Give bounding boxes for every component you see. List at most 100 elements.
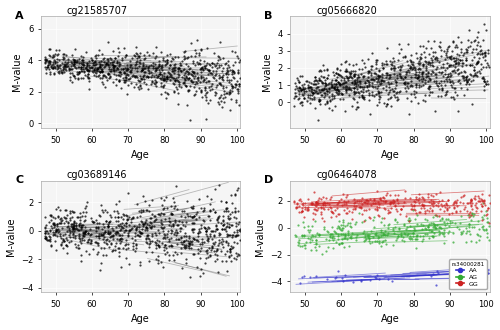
- Point: [474, 50, 482, 56]
- Point: [162, 95, 170, 100]
- Point: [88, 63, 96, 68]
- Point: [230, 214, 238, 220]
- Point: [155, 244, 163, 249]
- Point: [135, 59, 143, 64]
- Point: [416, 205, 424, 210]
- Point: [365, 236, 373, 241]
- Point: [94, 232, 102, 237]
- Point: [140, 208, 147, 213]
- Point: [155, 244, 163, 249]
- Point: [296, 243, 304, 248]
- Point: [108, 248, 116, 254]
- Point: [464, 212, 472, 217]
- Point: [160, 247, 168, 252]
- Point: [154, 68, 162, 73]
- Point: [310, 219, 318, 224]
- Point: [314, 205, 322, 210]
- Point: [110, 63, 118, 68]
- Point: [182, 256, 190, 261]
- Point: [112, 67, 120, 72]
- Point: [410, 202, 418, 208]
- Point: [340, 233, 348, 239]
- Point: [400, 223, 408, 228]
- Point: [328, 234, 336, 240]
- Point: [420, 209, 428, 214]
- Point: [478, 203, 486, 208]
- Point: [378, 216, 386, 221]
- Point: [98, 66, 106, 71]
- Point: [83, 62, 91, 67]
- Point: [365, 93, 373, 98]
- Point: [408, 61, 416, 67]
- Point: [412, 94, 420, 99]
- Point: [309, 91, 317, 96]
- Point: [426, 86, 434, 92]
- Point: [350, 81, 358, 86]
- Point: [110, 234, 118, 239]
- Point: [378, 60, 386, 65]
- Point: [70, 74, 78, 79]
- Point: [190, 84, 198, 90]
- Point: [442, 89, 450, 95]
- Point: [67, 66, 75, 72]
- Point: [85, 251, 93, 256]
- Point: [375, 90, 383, 96]
- Point: [154, 257, 162, 263]
- Point: [109, 67, 117, 73]
- Point: [154, 59, 162, 64]
- Point: [181, 78, 189, 83]
- Point: [224, 217, 232, 222]
- Point: [98, 75, 106, 80]
- Point: [66, 75, 74, 80]
- Point: [348, 75, 356, 81]
- Point: [438, 74, 446, 79]
- Point: [204, 225, 212, 230]
- Point: [132, 73, 140, 78]
- Point: [466, 62, 474, 67]
- Point: [420, 77, 428, 82]
- Point: [334, 81, 342, 86]
- Point: [382, 58, 390, 64]
- Point: [356, 210, 364, 215]
- Point: [308, 92, 316, 97]
- Point: [376, 197, 384, 202]
- Point: [378, 62, 386, 68]
- Point: [138, 67, 146, 73]
- Point: [126, 64, 134, 69]
- Point: [450, 205, 458, 211]
- Point: [109, 65, 117, 70]
- Point: [365, 214, 373, 219]
- Point: [206, 232, 214, 237]
- Point: [194, 246, 202, 251]
- Point: [438, 204, 446, 209]
- Point: [460, 193, 468, 198]
- Point: [428, 208, 436, 214]
- Point: [94, 59, 102, 64]
- Point: [360, 74, 368, 79]
- Point: [380, 196, 388, 201]
- Point: [230, 75, 237, 81]
- Point: [122, 216, 130, 221]
- Point: [458, 64, 466, 69]
- Point: [186, 66, 194, 71]
- Point: [104, 231, 112, 236]
- Point: [320, 92, 328, 97]
- Point: [234, 88, 242, 93]
- Point: [374, 88, 382, 93]
- Point: [198, 65, 206, 71]
- Point: [312, 78, 320, 83]
- Point: [304, 235, 312, 241]
- Point: [84, 236, 92, 241]
- Point: [357, 199, 365, 204]
- Point: [45, 220, 53, 225]
- Point: [180, 56, 188, 61]
- Point: [132, 68, 140, 74]
- Point: [334, 88, 342, 93]
- Point: [150, 224, 158, 229]
- Point: [456, 209, 464, 214]
- Point: [458, 195, 466, 200]
- Point: [356, 78, 364, 83]
- Point: [326, 205, 334, 210]
- Point: [180, 49, 188, 54]
- Point: [308, 201, 316, 206]
